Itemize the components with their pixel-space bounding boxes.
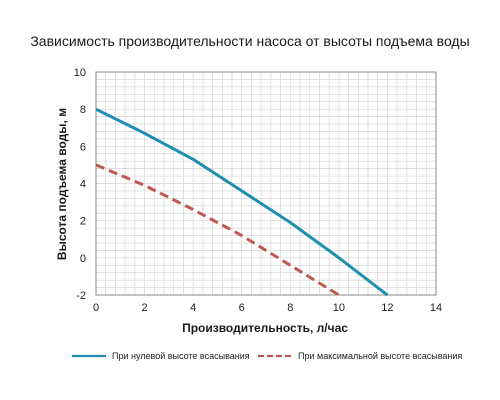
y-tick-label: 10: [74, 67, 86, 79]
grid: [95, 71, 437, 296]
y-axis-label: Высота подъема воды, м: [55, 108, 69, 260]
y-tick-label: 8: [80, 104, 86, 116]
x-tick-label: 10: [333, 302, 345, 314]
x-tick-label: 0: [93, 302, 99, 314]
chart-title: Зависимость производительности насоса от…: [30, 33, 469, 49]
x-tick-label: 2: [142, 302, 148, 314]
y-tick-label: 0: [80, 253, 86, 265]
y-tick-label: 2: [80, 216, 86, 228]
tick-labels: 0 2 4 6 8 10 12 14 -2 0 2 4 6 8 10: [74, 67, 442, 314]
y-tick-label: 4: [80, 179, 86, 191]
series: [95, 107, 389, 297]
plot-border: [95, 71, 437, 296]
x-tick-label: 8: [287, 302, 293, 314]
legend: При нулевой высоте всасывания При максима…: [72, 351, 462, 361]
legend-label-2: При максимальной высоте всасывания: [298, 351, 462, 361]
series-line-2: [95, 163, 340, 297]
legend-label-1: При нулевой высоте всасывания: [112, 351, 250, 361]
x-tick-label: 14: [430, 302, 442, 314]
x-tick-label: 4: [190, 302, 196, 314]
x-axis-label: Производительность, л/час: [182, 321, 348, 335]
x-tick-label: 6: [239, 302, 245, 314]
y-tick-label: -2: [76, 290, 86, 302]
series-line-1: [95, 107, 389, 297]
x-tick-label: 12: [381, 302, 393, 314]
y-tick-label: 6: [80, 141, 86, 153]
